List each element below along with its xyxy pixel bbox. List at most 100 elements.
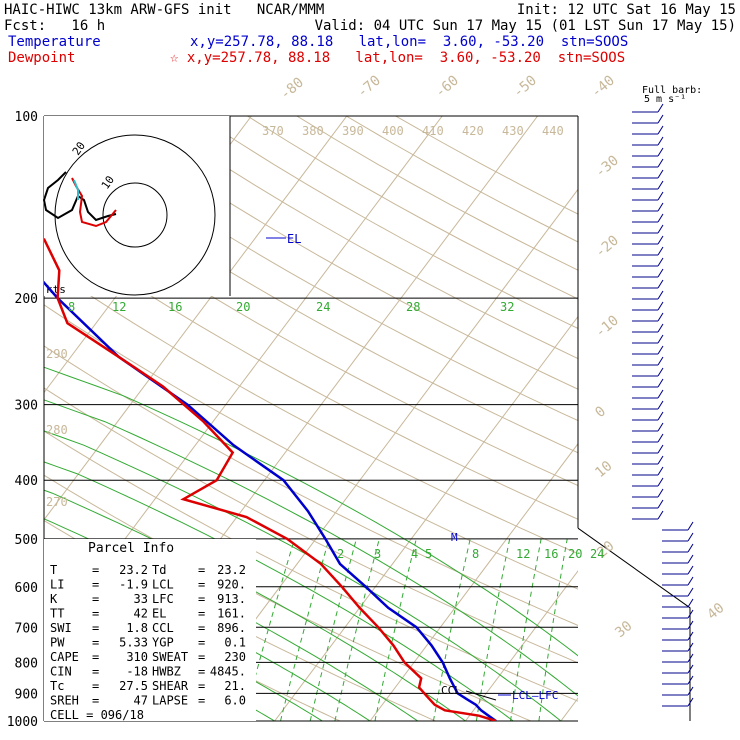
mixing-ratio-line <box>242 538 295 721</box>
pressure-label: 600 <box>15 581 38 596</box>
wind-barb-flag <box>657 433 664 443</box>
wind-barb-flag <box>687 587 694 597</box>
wind-barb-flag <box>657 224 664 234</box>
barb-scale-units: 5 m s⁻¹ <box>644 94 687 105</box>
parcel-value: 230 <box>224 650 246 664</box>
mixing-ratio-label: 24 <box>590 547 604 561</box>
wind-barb-flag <box>657 290 664 300</box>
parcel-eq: = <box>92 578 99 592</box>
parcel-value: 1.8 <box>126 621 148 635</box>
wind-barb-flag <box>657 235 664 245</box>
el-label: EL <box>287 232 301 246</box>
isotherm-label: -80 <box>277 75 307 104</box>
dry-adiabat-line <box>44 263 578 555</box>
hodograph-ring-10 <box>102 182 168 248</box>
isotherm-label: 10 <box>592 458 615 481</box>
isotherm-label: -20 <box>592 233 622 262</box>
parcel-value: 0.1 <box>224 636 246 650</box>
dry-adiabat-line <box>395 116 578 215</box>
mixing-ratio-line <box>374 538 417 721</box>
pressure-label: 1000 <box>7 715 38 730</box>
parcel-key: LAPSE <box>152 694 188 708</box>
theta-label: 390 <box>342 124 364 138</box>
parcel-eq: = <box>198 694 205 708</box>
dry-adiabat-line <box>44 387 578 664</box>
wind-barb-flag <box>657 125 664 135</box>
dry-adiabat-line <box>49 116 578 422</box>
moist-adiabat-label: 28 <box>406 300 420 314</box>
parcel-key: HWBZ <box>152 665 181 679</box>
parcel-key: SHEAR <box>152 679 189 693</box>
wind-barb-flag <box>657 378 664 388</box>
mixing-ratio-line <box>309 538 357 721</box>
mixing-ratio-label: 2 <box>337 547 344 561</box>
wind-barb-flag <box>657 180 664 190</box>
parcel-eq: = <box>92 665 99 679</box>
dry-adiabat-line <box>44 186 578 487</box>
pressure-label: 700 <box>15 621 38 636</box>
dry-adiabat-line <box>44 345 578 626</box>
theta-label: 420 <box>462 124 484 138</box>
parcel-value: 42 <box>134 607 148 621</box>
parcel-eq: = <box>92 694 99 708</box>
wind-barb-flag <box>657 488 664 498</box>
wind-barb-flag <box>687 664 694 674</box>
pressure-label: 100 <box>15 110 38 125</box>
parcel-value: 310 <box>126 650 148 664</box>
wind-barb-flag <box>657 279 664 289</box>
parcel-value: 913. <box>217 592 246 606</box>
theta-label: 440 <box>542 124 564 138</box>
dewpoint-station-info: ☆ x,y=257.78, 88.18 lat,lon= 3.60, -53.2… <box>170 50 626 66</box>
moist-adiabat-label: 32 <box>500 300 514 314</box>
mixing-ratio-label: 4 <box>411 547 418 561</box>
parcel-key: SREH <box>50 694 79 708</box>
wind-barb-flag <box>657 191 664 201</box>
wind-barb-flag <box>687 598 694 608</box>
wind-barb-flag <box>657 510 664 520</box>
temperature-profile <box>44 280 497 721</box>
dry-adiabat-line <box>247 116 578 300</box>
isotherm-line <box>656 116 740 721</box>
temperature-station-info: x,y=257.78, 88.18 lat,lon= 3.60, -53.20 … <box>190 34 629 50</box>
mixing-ratio-line <box>510 538 542 721</box>
wind-barb-flag <box>687 554 694 564</box>
theta-label: 430 <box>502 124 524 138</box>
wind-barb-flag <box>657 455 664 465</box>
model-title: HAIC-HIWC 13km ARW-GFS init NCAR/MMM <box>4 2 325 18</box>
parcel-key: PW <box>50 636 65 650</box>
mixing-ratio-line <box>432 538 471 721</box>
pressure-label: 200 <box>15 292 38 307</box>
mixing-ratio-label: 8 <box>472 547 479 561</box>
dewpoint-legend: Dewpoint <box>8 50 76 66</box>
parcel-value: 23.2 <box>119 563 148 577</box>
parcel-panel-bg <box>44 539 256 721</box>
mixing-ratio-label: 20 <box>568 547 582 561</box>
parcel-key: T <box>50 563 57 577</box>
isotherm-line <box>465 570 578 721</box>
parcel-key: EL <box>152 607 166 621</box>
mixing-ratio-line <box>334 538 380 721</box>
parcel-key: TT <box>50 607 64 621</box>
hodograph-trace-cyan <box>73 179 79 200</box>
wind-barb-flag <box>657 114 664 124</box>
mixing-ratio-label: 12 <box>516 547 530 561</box>
wind-barb-flag <box>657 499 664 509</box>
pressure-label: 300 <box>15 399 38 414</box>
isotherm-label: -40 <box>588 73 618 102</box>
parcel-value: 161. <box>217 607 246 621</box>
moist-adiabat-label: 24 <box>316 300 330 314</box>
wind-barb-flag <box>657 312 664 322</box>
wind-barb-flag <box>657 169 664 179</box>
ccl-tick <box>465 690 497 701</box>
moist-adiabat-label: 8 <box>68 300 75 314</box>
hodograph-ring-label: 10 <box>99 173 117 191</box>
parcel-eq: = <box>198 607 205 621</box>
parcel-key: LCL <box>152 578 174 592</box>
parcel-eq: = <box>198 563 205 577</box>
wind-barb-flag <box>687 609 694 619</box>
pressure-label: 400 <box>15 474 38 489</box>
parcel-eq: = <box>92 592 99 606</box>
dry-adiabat-line <box>148 116 578 360</box>
hodograph-units: kts <box>46 283 66 296</box>
isotherm-label: 0 <box>592 403 609 421</box>
